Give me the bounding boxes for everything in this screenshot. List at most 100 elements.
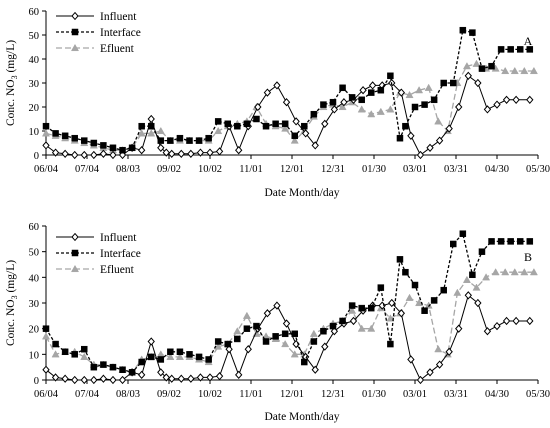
efluent-point — [41, 332, 51, 340]
interface-point — [224, 120, 232, 128]
influent-point — [359, 86, 367, 95]
influent-point — [177, 374, 185, 383]
interface-point — [71, 351, 78, 358]
legend-marker-interface — [71, 249, 79, 257]
influent-point — [80, 150, 88, 160]
influent-point — [416, 375, 425, 385]
influent-point — [147, 114, 155, 124]
interface-point — [243, 120, 251, 128]
influent-point — [206, 148, 214, 157]
influent-point — [168, 149, 176, 158]
x-tick-label: 04/30 — [485, 389, 509, 400]
legend-marker-efluent — [70, 43, 80, 52]
y-tick-label: 0 — [34, 376, 39, 387]
x-tick-label: 03/01 — [403, 389, 427, 400]
interface-point — [478, 248, 486, 255]
interface-point — [81, 137, 88, 144]
interface-point — [377, 284, 385, 291]
interface-point — [71, 134, 78, 142]
efluent-point — [501, 66, 510, 75]
interface-point — [421, 307, 428, 314]
influent-point — [90, 375, 98, 385]
legend-label-influent: Influent — [100, 11, 137, 23]
influent-point — [407, 131, 415, 140]
x-tick-label: 01/30 — [362, 164, 386, 175]
interface-point — [478, 65, 486, 72]
interface-point — [507, 238, 514, 245]
panel-a-chart: 0 10 20 30 40 50 60 06/04 07/04 08/03 09/02 10/02 11… — [5, 7, 550, 199]
interface-point — [61, 132, 69, 140]
efluent-point — [491, 268, 500, 276]
influent-point — [254, 102, 262, 112]
interface-point — [310, 110, 318, 118]
x-tick-label: 06/04 — [34, 164, 59, 175]
influent-point — [162, 373, 170, 382]
interface-point — [243, 325, 251, 332]
y-tick-label: 50 — [29, 248, 40, 259]
influent-point — [435, 360, 444, 369]
interface-point — [402, 268, 409, 276]
legend-label-interface: Interface — [100, 27, 141, 39]
interface-point — [411, 281, 419, 289]
interface-point — [109, 363, 117, 371]
y-tick-label: 50 — [29, 31, 40, 42]
interface-point — [234, 335, 241, 343]
legend-label-influent: Influent — [100, 232, 137, 244]
influent-point — [426, 368, 434, 377]
y-axis-label: Conc. NO3 (mg/L) — [5, 260, 19, 346]
influent-point — [445, 124, 453, 133]
efluent-point — [156, 126, 165, 135]
efluent-point — [529, 66, 538, 75]
legend-label-efluent: Efluent — [100, 264, 135, 276]
influent-point — [502, 95, 511, 104]
y-tick-label: 10 — [29, 350, 40, 361]
interface-point — [100, 361, 107, 368]
influent-point — [215, 147, 224, 156]
efluent-point — [462, 62, 471, 70]
y-tick-label: 60 — [29, 7, 40, 18]
efluent-point — [462, 275, 471, 283]
interface-point — [396, 256, 404, 263]
x-tick-label: 12/31 — [321, 389, 345, 400]
interface-point — [262, 122, 270, 130]
y-tick-label: 20 — [29, 325, 40, 336]
efluent-point — [453, 288, 462, 296]
interface-point — [291, 330, 298, 338]
efluent-point — [529, 268, 538, 276]
influent-point — [263, 88, 272, 97]
efluent-point — [80, 352, 89, 360]
efluent-point — [290, 350, 299, 358]
interface-point — [195, 137, 203, 144]
efluent-point — [357, 105, 366, 113]
y-axis-label: Conc. NO3 (mg/L) — [5, 40, 19, 126]
interface-point — [52, 340, 59, 348]
x-tick-label: 03/31 — [444, 389, 468, 400]
efluent-point — [386, 105, 395, 113]
interface-point — [81, 345, 88, 353]
influent-point — [42, 141, 50, 150]
influent-point — [157, 368, 165, 377]
influent-point — [464, 291, 472, 300]
influent-point — [225, 345, 233, 354]
x-tick-label: 12/01 — [280, 389, 304, 400]
interface-point — [358, 304, 365, 312]
interface-point — [52, 130, 59, 137]
interface-point — [450, 240, 457, 248]
influent-point — [99, 149, 108, 158]
interface-point — [526, 46, 534, 53]
efluent-point — [147, 129, 156, 137]
efluent-point — [405, 293, 414, 301]
efluent-point — [434, 117, 443, 125]
interface-point — [348, 94, 356, 101]
interface-point — [497, 46, 505, 53]
interface-point — [450, 79, 457, 87]
interface-point — [526, 238, 534, 245]
influent-point — [321, 342, 329, 351]
influent-point — [349, 316, 358, 326]
x-tick-label: 01/30 — [362, 389, 386, 400]
influent-point — [397, 309, 406, 318]
interface-point — [411, 103, 419, 111]
interface-point — [320, 327, 327, 335]
influent-point — [397, 88, 406, 97]
interface-point — [272, 333, 279, 340]
